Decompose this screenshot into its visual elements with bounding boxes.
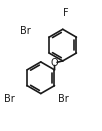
Text: Br: Br bbox=[20, 26, 31, 36]
Text: Br: Br bbox=[4, 94, 15, 104]
Text: F: F bbox=[63, 8, 69, 18]
Text: O: O bbox=[51, 58, 58, 68]
Text: Br: Br bbox=[58, 94, 69, 104]
